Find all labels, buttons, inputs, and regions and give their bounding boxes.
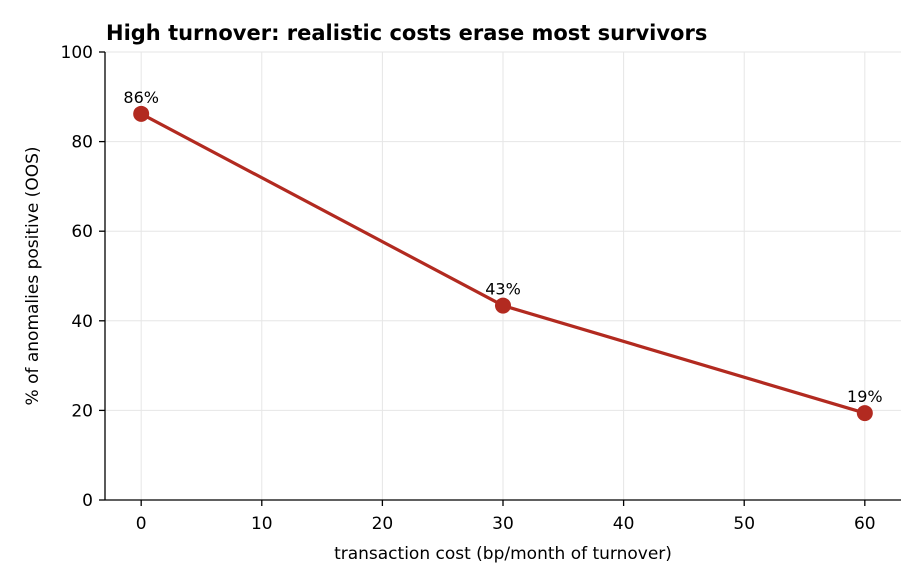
y-tick-label: 100 xyxy=(61,43,93,63)
x-tick-label: 60 xyxy=(854,514,876,534)
y-axis-label: % of anomalies positive (OOS) xyxy=(23,147,43,406)
y-tick-label: 80 xyxy=(71,133,93,153)
y-tick-label: 0 xyxy=(82,491,93,511)
x-axis-label: transaction cost (bp/month of turnover) xyxy=(334,544,672,564)
data-point xyxy=(856,405,873,422)
data-point xyxy=(133,105,150,122)
y-tick-label: 20 xyxy=(71,401,93,421)
data-label: 86% xyxy=(123,88,159,107)
x-tick-label: 50 xyxy=(733,514,755,534)
x-tick-label: 10 xyxy=(251,514,273,534)
y-tick-label: 40 xyxy=(71,312,93,332)
data-point xyxy=(495,297,511,314)
chart-title: High turnover: realistic costs erase mos… xyxy=(106,21,707,45)
data-label: 43% xyxy=(485,280,521,299)
x-tick-label: 0 xyxy=(136,514,147,534)
series: 86% 43% 19% xyxy=(123,88,883,422)
ticks: 0 10 20 30 40 50 60 0 20 40 60 80 100 xyxy=(61,43,876,534)
y-tick-label: 60 xyxy=(71,222,93,242)
x-tick-label: 40 xyxy=(613,514,635,534)
x-tick-label: 20 xyxy=(372,514,394,534)
x-tick-label: 30 xyxy=(492,514,514,534)
data-label: 19% xyxy=(847,387,883,406)
grid xyxy=(105,51,901,501)
